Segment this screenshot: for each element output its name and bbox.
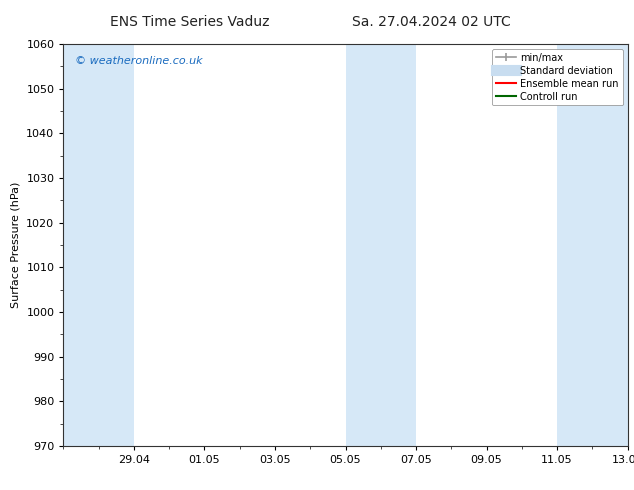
Text: © weatheronline.co.uk: © weatheronline.co.uk [75, 56, 202, 66]
Bar [63, 44, 134, 446]
Y-axis label: Surface Pressure (hPa): Surface Pressure (hPa) [11, 182, 21, 308]
Text: ENS Time Series Vaduz: ENS Time Series Vaduz [110, 15, 270, 29]
Bar [346, 44, 416, 446]
Legend: min/max, Standard deviation, Ensemble mean run, Controll run: min/max, Standard deviation, Ensemble me… [492, 49, 623, 105]
Text: Sa. 27.04.2024 02 UTC: Sa. 27.04.2024 02 UTC [352, 15, 510, 29]
Bar [557, 44, 628, 446]
